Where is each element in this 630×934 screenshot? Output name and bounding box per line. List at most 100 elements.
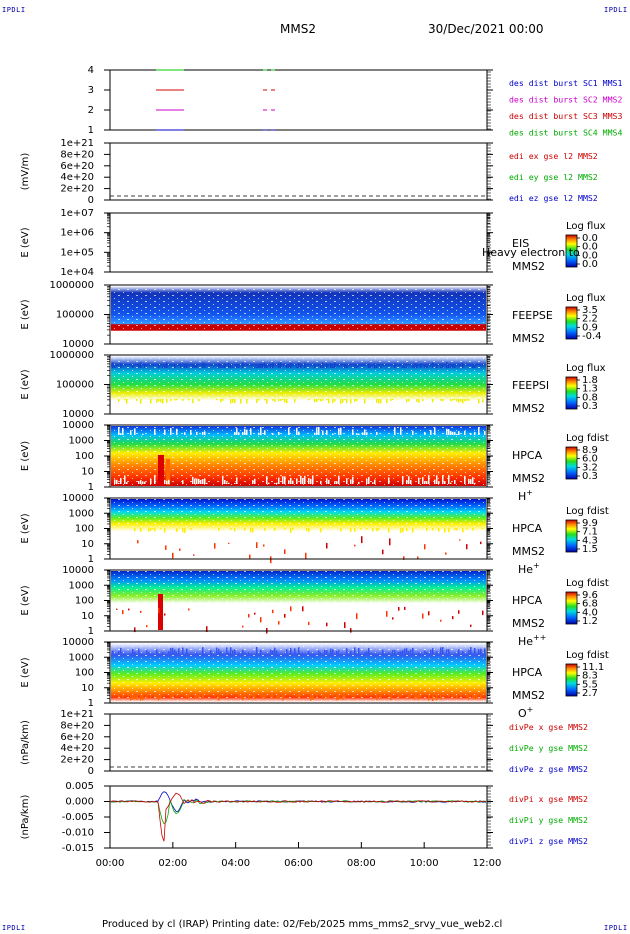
spectrogram-fringe: [244, 528, 246, 531]
colorbar: [565, 446, 578, 480]
spectrogram-fringe: [422, 477, 424, 484]
spectrogram-fringe: [472, 695, 474, 699]
spectrogram-fringe: [326, 478, 328, 484]
y-axis-label: (nPa/km): [20, 795, 31, 840]
y-axis-label: E (eV): [20, 513, 31, 543]
spectrogram-fringe: [304, 475, 306, 484]
spectrogram-fringe: [320, 695, 322, 697]
spectrogram-fringe: [346, 478, 348, 484]
spectrogram-fringe: [242, 649, 244, 654]
colorbar-tick-label: 2.7: [582, 688, 598, 699]
y-tick-label: 1000: [69, 436, 94, 447]
colorbar-tick-label: 1.8: [582, 375, 598, 386]
spacecraft-name: MMS2: [512, 260, 545, 273]
spacecraft-name: MMS2: [512, 545, 545, 558]
spectrogram-fringe: [256, 647, 258, 654]
spectrogram-dot: [308, 621, 310, 626]
spectrogram-fringe: [408, 476, 410, 484]
spectrogram-fringe: [326, 399, 328, 401]
spectrogram-fringe: [188, 399, 190, 401]
spectrogram-fringe: [258, 399, 260, 401]
spectrogram-fringe: [344, 695, 346, 698]
spectrogram-dot: [172, 552, 174, 559]
spectrogram-fringe: [154, 695, 156, 697]
spectrogram-fringe: [454, 528, 456, 530]
spectrogram-fringe: [274, 482, 276, 484]
y-tick-label: 1000: [69, 652, 94, 663]
spectrogram-fringe: [376, 399, 378, 403]
spectrogram-fringe: [314, 432, 316, 435]
spectrogram-fringe: [328, 695, 330, 699]
spectrogram-fringe: [138, 648, 140, 654]
spectrogram-fringe: [446, 649, 448, 654]
y-tick-label: 1e+04: [60, 267, 94, 278]
spectrogram-fringe: [454, 365, 456, 368]
instrument-name: HPCA: [512, 522, 543, 535]
spectrogram-fringe: [394, 363, 396, 368]
spectrogram-fringe: [162, 366, 164, 368]
spectrogram-fringe: [236, 428, 238, 435]
y-tick-label: 1e+21: [60, 138, 94, 149]
spectrogram-fringe: [350, 479, 352, 484]
spectrogram-dot: [404, 606, 406, 610]
spectrogram-fringe: [136, 399, 138, 401]
spectrogram-fringe: [322, 430, 324, 435]
spectrogram-fringe: [426, 481, 428, 484]
spectrogram-fringe: [304, 362, 306, 368]
y-axis-label: E (eV): [20, 369, 31, 399]
spectrogram-fringe: [308, 528, 310, 532]
spectrogram-fringe: [116, 479, 118, 484]
colorbar-title: Log fdist: [566, 650, 609, 661]
legend-entry: divPi y gse MMS2: [509, 815, 588, 825]
spectrogram-fringe: [356, 399, 358, 402]
spectrogram-dot: [284, 613, 286, 618]
spectrogram-fringe: [228, 362, 230, 368]
spectrogram-dot: [424, 544, 426, 550]
spectrogram-fringe: [118, 482, 120, 484]
spectrogram-fringe: [176, 399, 178, 401]
spectrogram-fringe: [402, 650, 404, 654]
spectrogram-fringe: [238, 652, 240, 654]
spectrogram-dot: [165, 545, 167, 550]
spectrogram-dot: [263, 544, 265, 547]
spectrogram-fringe: [444, 528, 446, 533]
spectrogram-fringe: [222, 399, 224, 401]
spectrogram-fringe: [360, 528, 362, 530]
y-tick-label: 10000: [62, 565, 94, 576]
series-line: [109, 799, 487, 825]
spectrogram-fringe: [360, 695, 362, 697]
spectrogram-fringe: [344, 363, 346, 368]
spectrogram-fringe: [472, 364, 474, 368]
spectrogram-fringe: [126, 482, 128, 484]
spectrogram-fringe: [332, 366, 334, 368]
spectrogram-fringe: [184, 695, 186, 697]
x-tick-label: 02:00: [158, 858, 187, 869]
spectrogram-fringe: [118, 399, 120, 402]
spectrogram-fringe: [452, 695, 454, 698]
spectrogram-fringe: [404, 366, 406, 368]
spectrogram-fringe: [242, 362, 244, 368]
spectrogram-fringe: [316, 428, 318, 435]
spectrogram-fringe: [386, 399, 388, 404]
ion-species-label: O+: [518, 705, 533, 720]
spectrogram-dot: [326, 542, 328, 549]
spectrogram-fringe: [332, 399, 334, 404]
date-title: 30/Dec/2021 00:00: [428, 22, 544, 36]
spectrogram-fringe: [220, 651, 222, 654]
legend-entry: edi ex gse l2 MMS2: [509, 151, 598, 161]
spectrogram-fringe: [388, 477, 390, 484]
spectrogram-fringe: [202, 362, 204, 368]
colorbar-tick-label: 8.9: [582, 445, 598, 456]
spectrogram-fringe: [136, 695, 138, 700]
spectrogram-fringe: [276, 482, 278, 484]
spectrogram-dot: [122, 610, 124, 615]
spectrogram-fringe: [194, 478, 196, 484]
corner-mark-bottom-right: IPDLI: [604, 924, 628, 932]
spectrogram-fringe: [320, 528, 322, 533]
spectrogram-fringe: [342, 399, 344, 403]
spectrogram-fringe: [350, 399, 352, 404]
spectrogram-fringe: [404, 648, 406, 654]
spectrogram-dot: [382, 549, 384, 555]
spectrogram-fringe: [266, 695, 268, 697]
spectrogram-fringe: [264, 695, 266, 699]
